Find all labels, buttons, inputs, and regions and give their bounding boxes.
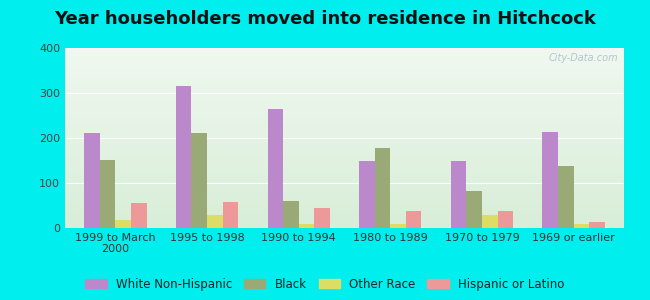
Bar (192, 133, 207, 228)
Bar (497, 211, 513, 228)
Bar (406, 211, 421, 228)
Bar (543, 132, 558, 228)
Bar (573, 224, 589, 228)
Bar (359, 160, 375, 228)
Bar (482, 215, 497, 228)
Bar (176, 86, 192, 228)
Bar (207, 215, 222, 228)
Bar (100, 160, 116, 228)
Bar (467, 191, 482, 228)
Bar (375, 148, 390, 228)
Bar (589, 222, 604, 228)
Bar (451, 160, 467, 228)
Bar (283, 201, 299, 228)
Bar (84, 133, 100, 228)
Bar (131, 203, 146, 228)
Bar (558, 166, 573, 228)
Bar (314, 208, 330, 228)
Legend: White Non-Hispanic, Black, Other Race, Hispanic or Latino: White Non-Hispanic, Black, Other Race, H… (82, 274, 568, 294)
Bar (222, 202, 238, 228)
Text: City-Data.com: City-Data.com (549, 53, 618, 63)
Bar (268, 109, 283, 228)
Bar (116, 220, 131, 228)
Bar (390, 224, 406, 228)
Bar (299, 224, 314, 228)
Text: Year householders moved into residence in Hitchcock: Year householders moved into residence i… (54, 11, 596, 28)
